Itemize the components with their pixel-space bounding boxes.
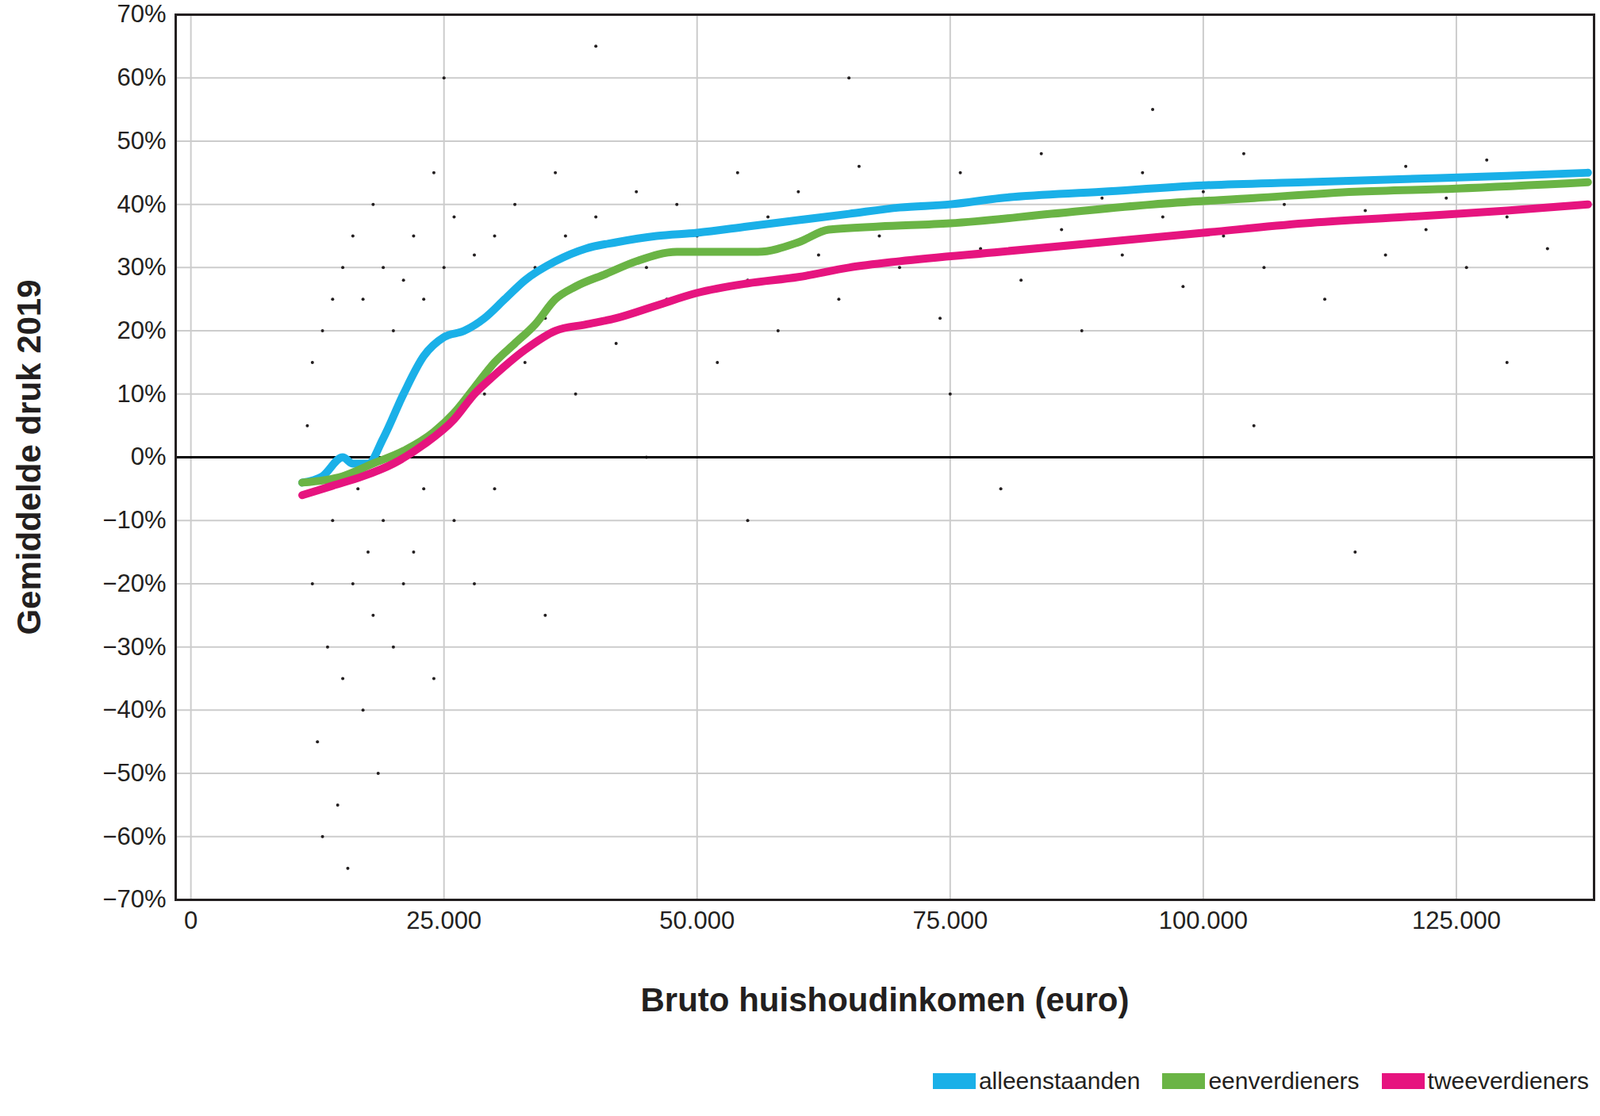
- svg-text:40%: 40%: [116, 190, 166, 219]
- svg-text:−60%: −60%: [102, 822, 166, 851]
- svg-text:25.000: 25.000: [406, 906, 482, 935]
- svg-text:−10%: −10%: [102, 506, 166, 534]
- html-text:tweeverdieners: tweeverdieners: [1427, 1067, 1589, 1094]
- svg-text:50%: 50%: [116, 126, 166, 155]
- svg-text:125.000: 125.000: [1411, 906, 1501, 935]
- html-text:eenverdieners: eenverdieners: [1208, 1067, 1360, 1094]
- svg-text:30%: 30%: [116, 253, 166, 281]
- svg-text:Gemiddelde druk 2019: Gemiddelde druk 2019: [10, 279, 48, 635]
- svg-text:75.000: 75.000: [912, 906, 988, 935]
- svg-text:0: 0: [184, 906, 198, 935]
- svg-text:50.000: 50.000: [659, 906, 735, 935]
- svg-text:20%: 20%: [116, 316, 166, 345]
- svg-text:0%: 0%: [130, 442, 167, 471]
- svg-text:−20%: −20%: [102, 569, 166, 598]
- svg-text:100.000: 100.000: [1158, 906, 1248, 935]
- svg-text:Bruto huishoudinkomen (euro): Bruto huishoudinkomen (euro): [640, 981, 1130, 1019]
- svg-text:−50%: −50%: [102, 759, 166, 787]
- svg-text:−70%: −70%: [102, 885, 166, 914]
- svg-text:−30%: −30%: [102, 633, 166, 661]
- svg-text:−40%: −40%: [102, 695, 166, 724]
- svg-text:10%: 10%: [116, 379, 166, 408]
- html-text:alleenstaanden: alleenstaanden: [978, 1067, 1141, 1094]
- svg-text:60%: 60%: [116, 63, 166, 92]
- svg-text:70%: 70%: [116, 0, 166, 28]
